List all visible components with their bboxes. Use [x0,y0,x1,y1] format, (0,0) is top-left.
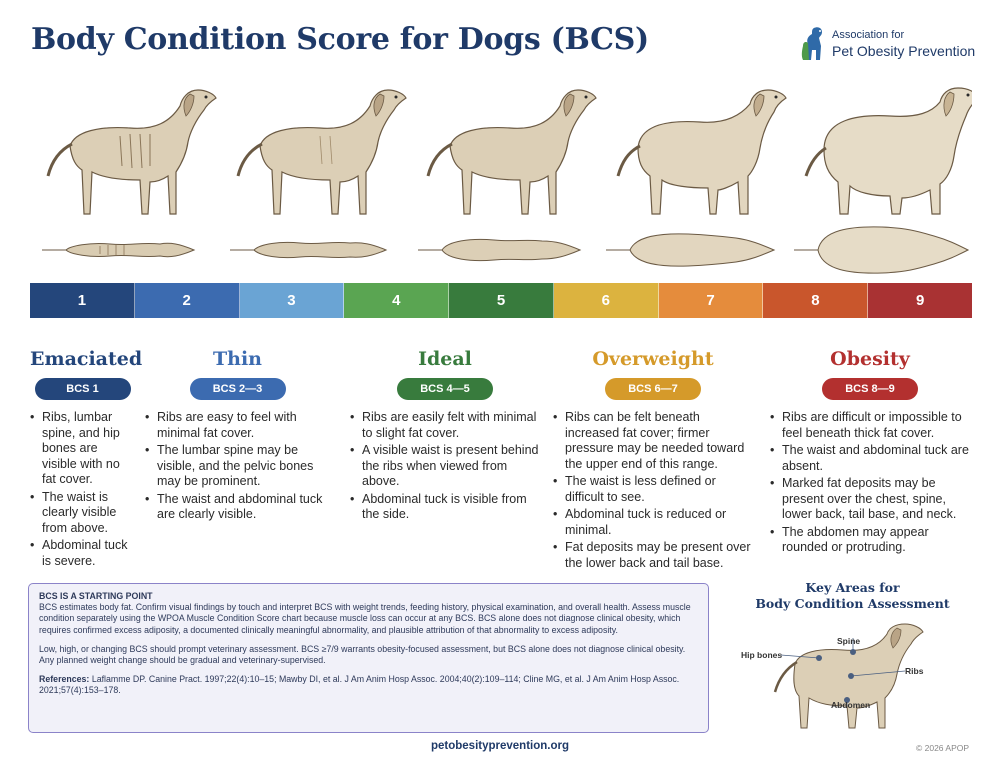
dog-side-bcs6-7 [616,89,787,215]
category-bullets: Ribs can be felt beneath increased fat c… [553,410,753,571]
category-bullets: Ribs are easy to feel with minimal fat c… [145,410,330,523]
list-item: Fat deposits may be present over the low… [553,540,753,571]
references-label: References: [39,674,90,685]
references-text: Laflamme DP. Canine Pract. 1997;22(4):10… [39,674,680,696]
category-title: Overweight [592,348,714,370]
category-thin: Thin BCS 2—3 Ribs are easy to feel with … [145,348,330,525]
list-item: The waist is clearly visible from above. [30,490,135,537]
key-areas-title: Key Areas for Body Condition Assessment [735,580,970,612]
dog-top-bcs8-9 [794,226,970,274]
scale-cell-4: 4 [344,283,450,318]
list-item: The waist is less defined or difficult t… [553,474,753,505]
category-badge: BCS 2—3 [189,378,286,400]
scale-cell-9: 9 [868,283,973,318]
dog-top-bcs4-5 [418,238,582,262]
key-areas-dog-illustration [773,623,924,729]
dog-top-bcs2-3 [230,241,388,259]
list-item: Ribs, lumbar spine, and hip bones are vi… [30,410,135,488]
footer-url[interactable]: petobesityprevention.org [430,740,570,752]
scale-cell-5: 5 [449,283,554,318]
dog-side-views [46,87,972,216]
list-item: Marked fat deposits may be present over … [770,476,970,523]
category-bullets: Ribs, lumbar spine, and hip bones are vi… [30,410,135,569]
label-spine: Spine [837,636,861,646]
key-areas-diagram: Key Areas for Body Condition Assessment … [735,580,970,730]
category-title: Ideal [418,348,472,370]
note-references: References: Laflamme DP. Canine Pract. 1… [39,674,698,696]
dog-side-bcs4-5 [426,88,598,216]
category-title: Obesity [830,348,910,370]
note-paragraph-2: Low, high, or changing BCS should prompt… [39,643,686,666]
category-overweight: Overweight BCS 6—7 Ribs can be felt bene… [553,348,753,573]
list-item: Abdominal tuck is reduced or minimal. [553,507,753,538]
category-badge: BCS 6—7 [605,378,701,400]
key-areas-title-line1: Key Areas for [805,580,900,595]
category-obesity: Obesity BCS 8—9 Ribs are difficult or im… [770,348,970,558]
key-areas-title-line2: Body Condition Assessment [755,596,950,611]
logo-line2: Pet Obesity Prevention [832,43,976,59]
list-item: Ribs can be felt beneath increased fat c… [553,410,753,472]
dog-cat-silhouette-icon [801,27,822,60]
dog-top-bcs1 [42,242,196,258]
dog-top-bcs6-7 [606,233,776,267]
label-ribs: Ribs [905,666,924,676]
list-item: Ribs are difficult or impossible to feel… [770,410,970,441]
list-item: The waist and abdominal tuck are clearly… [145,492,330,523]
scale-cell-7: 7 [658,283,764,318]
scale-cell-8: 8 [763,283,869,318]
apop-logo[interactable]: Association for Pet Obesity Prevention [800,24,980,66]
category-badge: BCS 8—9 [822,378,918,400]
list-item: Ribs are easily felt with minimal to sli… [350,410,540,441]
note-paragraph-1: BCS estimates body fat. Confirm visual f… [39,602,691,635]
category-ideal: Ideal BCS 4—5 Ribs are easily felt with … [350,348,540,525]
label-hip-bones: Hip bones [741,650,783,660]
note-heading: BCS IS A STARTING POINT [39,591,153,601]
category-badge: BCS 1 [34,378,131,400]
copyright: © 2026 APOP [916,743,970,753]
label-abdomen: Abdomen [831,700,871,710]
category-title: Thin [213,348,262,370]
list-item: The abdomen may appear rounded or protru… [770,525,970,556]
list-item: Abdominal tuck is severe. [30,538,135,569]
category-bullets: Ribs are difficult or impossible to feel… [770,410,970,556]
category-badge: BCS 4—5 [397,378,493,400]
category-emaciated: Emaciated BCS 1 Ribs, lumbar spine, and … [30,348,143,571]
list-item: A visible waist is present behind the ri… [350,443,540,490]
dog-side-bcs2-3 [236,88,408,216]
category-bullets: Ribs are easily felt with minimal to sli… [350,410,540,523]
list-item: Abdominal tuck is visible from the side. [350,492,540,523]
bcs-scale-bar: 1 2 3 4 5 6 7 8 9 [30,283,973,318]
page-title: Body Condition Score for Dogs (BCS) [31,22,649,57]
list-item: Ribs are easy to feel with minimal fat c… [145,410,330,441]
list-item: The waist and abdominal tuck are absent. [770,443,970,474]
dog-side-bcs1 [46,88,218,216]
scale-cell-3: 3 [239,283,345,318]
list-item: The lumbar spine may be visible, and the… [145,443,330,490]
logo-line1: Association for [832,29,905,41]
scale-cell-6: 6 [553,283,659,318]
scale-cell-1: 1 [30,283,135,318]
dog-side-bcs8-9 [804,87,972,215]
starting-point-note: BCS IS A STARTING POINT BCS estimates bo… [28,583,709,733]
category-title: Emaciated [30,348,143,370]
scale-cell-2: 2 [134,283,240,318]
dog-top-views [42,226,970,274]
